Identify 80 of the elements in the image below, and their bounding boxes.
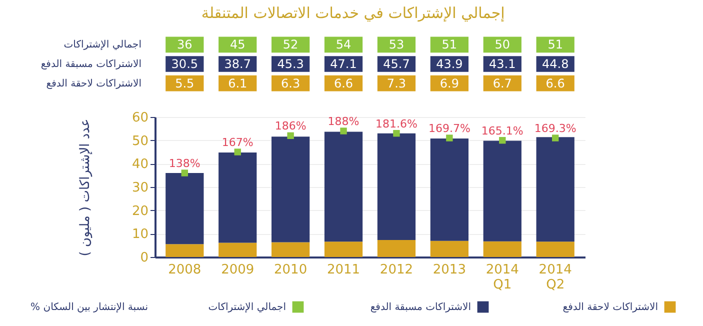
bar xyxy=(166,173,204,244)
y-tick-label: 20 xyxy=(132,204,148,219)
point xyxy=(393,130,400,137)
point xyxy=(446,134,453,142)
bar xyxy=(483,241,522,257)
bar xyxy=(483,140,522,242)
point xyxy=(287,132,294,140)
data-label: 7.3 xyxy=(386,76,406,90)
bar xyxy=(536,242,574,257)
x-tick-label: 2010 xyxy=(274,262,308,278)
point xyxy=(181,170,188,176)
text: الاشتراكات مسبقة الدفع xyxy=(40,59,142,70)
legend-label: الاشتراكات مسبقة الدفع xyxy=(370,302,471,313)
data-label: 43.9 xyxy=(436,57,463,71)
bar xyxy=(536,137,574,242)
bar xyxy=(218,152,257,243)
point xyxy=(499,136,506,144)
data-label: 43.1 xyxy=(489,57,516,71)
y-tick-label: 0 xyxy=(140,250,148,266)
data-label: 6.3 xyxy=(281,76,300,90)
data-label: 6.6 xyxy=(334,76,354,90)
data-label: 51 xyxy=(548,38,563,52)
annotation: 169.3% xyxy=(534,122,576,135)
data-label: 52 xyxy=(282,38,298,52)
data-label: 50 xyxy=(494,38,510,52)
annotation: 186% xyxy=(274,120,306,133)
data-label: 45.7 xyxy=(383,57,410,71)
legend-label: الاشتراكات لاحقة الدفع xyxy=(562,302,658,313)
legend-label: اجمالي الإشتراكات xyxy=(208,302,286,313)
annotation: 181.6% xyxy=(376,117,418,130)
annotation: 167% xyxy=(222,136,254,149)
data-label: 51 xyxy=(442,38,458,52)
x-tick-label: 2012 xyxy=(380,262,414,278)
x-tick-label: 2014 Q1 xyxy=(486,262,519,292)
text: % نسبة الإنتشار بين السكان xyxy=(30,302,148,313)
bar xyxy=(218,242,257,257)
annotation: 169.7% xyxy=(428,122,470,135)
data-label: 6.1 xyxy=(228,76,248,90)
text: اجمالي الإشتراكات xyxy=(64,40,142,51)
data-label: 53 xyxy=(388,38,404,52)
data-label: 44.8 xyxy=(542,57,569,71)
point xyxy=(234,148,241,156)
bar xyxy=(377,240,416,257)
data-label: 6.7 xyxy=(492,76,512,90)
bar xyxy=(377,133,416,240)
data-label: 45.3 xyxy=(277,57,304,71)
bar xyxy=(324,132,363,242)
x-tick-label: 2014 Q2 xyxy=(538,262,572,292)
data-label: 5.5 xyxy=(175,76,194,90)
bar xyxy=(166,244,204,257)
y-tick-label: 10 xyxy=(132,227,148,242)
x-tick-label: 2011 xyxy=(326,262,360,278)
bar xyxy=(272,242,310,257)
bar xyxy=(430,240,468,257)
y-tick-label: 60 xyxy=(132,110,148,126)
bar xyxy=(430,138,468,241)
data-label: 45 xyxy=(230,38,246,52)
annotation: 138% xyxy=(168,157,200,170)
text: الاشتراكات لاحقة الدفع xyxy=(46,78,142,90)
data-label: 30.5 xyxy=(171,57,198,71)
x-tick-label: 2008 xyxy=(168,262,202,278)
y-tick-label: 30 xyxy=(132,180,148,196)
point xyxy=(340,128,347,134)
x-tick-label: 2013 xyxy=(432,262,466,278)
data-label: 38.7 xyxy=(224,57,251,71)
y-tick-label: 50 xyxy=(132,134,148,149)
y-axis-title: عدد الإشتراكات ( مليون ) xyxy=(78,118,93,256)
annotation: 188% xyxy=(328,115,360,128)
bar xyxy=(324,242,363,257)
y-tick-label: 40 xyxy=(132,157,148,172)
annotation: 165.1% xyxy=(481,124,524,138)
x-tick-label: 2009 xyxy=(221,262,254,278)
point xyxy=(552,134,559,142)
bar xyxy=(272,136,310,242)
data-label: 6.9 xyxy=(440,76,459,90)
data-label: 6.6 xyxy=(546,76,565,90)
chart-title: إجمالي الإشتراكات في خدمات الاتصالات المتنقلة xyxy=(201,4,505,22)
data-label: 36 xyxy=(177,38,192,52)
data-label: 54 xyxy=(336,38,352,52)
data-label: 47.1 xyxy=(330,57,357,71)
